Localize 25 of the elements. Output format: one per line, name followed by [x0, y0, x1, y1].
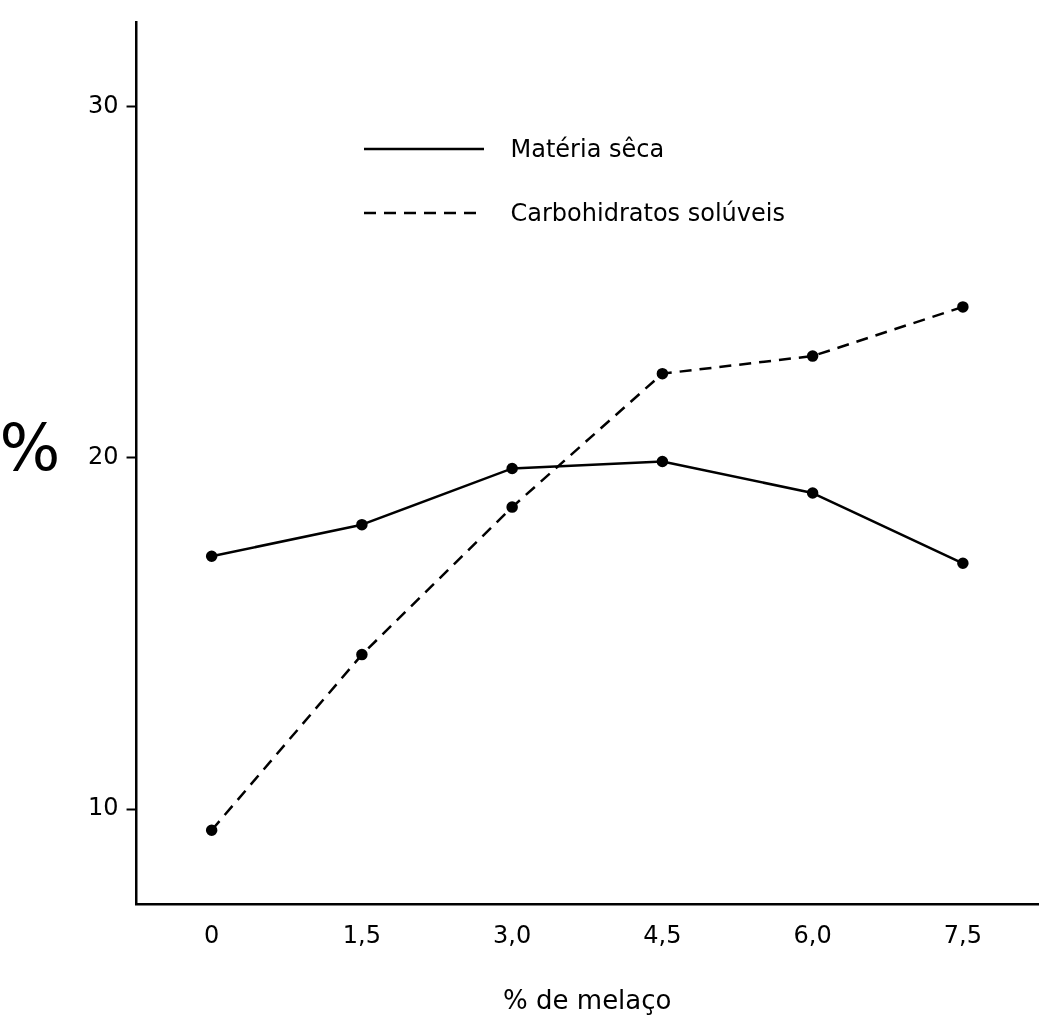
point — [656, 455, 669, 468]
x-tick-label: 0 — [204, 920, 220, 949]
legend-label: Matéria sêca — [510, 135, 665, 164]
point — [205, 824, 218, 836]
point — [356, 518, 368, 531]
legend-label: Carbohidratos solúveis — [510, 199, 785, 228]
x-tick-label: 1,5 — [342, 920, 381, 949]
x-tick-label: 4,5 — [643, 920, 682, 949]
y-tick-label: 10 — [87, 793, 119, 822]
x-axis-title: % de melaço — [503, 985, 672, 1016]
x-tick-label: 7,5 — [943, 920, 982, 949]
point — [506, 462, 518, 475]
point — [957, 301, 969, 313]
point — [656, 367, 669, 380]
y-axis-title: % — [0, 410, 61, 485]
x-tick-label: 6,0 — [793, 920, 832, 949]
x-tick-label: 3,0 — [493, 920, 532, 949]
point — [957, 557, 969, 570]
y-tick-label: 30 — [87, 90, 119, 119]
point — [205, 550, 218, 563]
point — [506, 501, 518, 513]
point — [806, 487, 819, 499]
y-tick-label: 20 — [87, 442, 119, 471]
point — [806, 350, 819, 362]
point — [356, 648, 368, 661]
